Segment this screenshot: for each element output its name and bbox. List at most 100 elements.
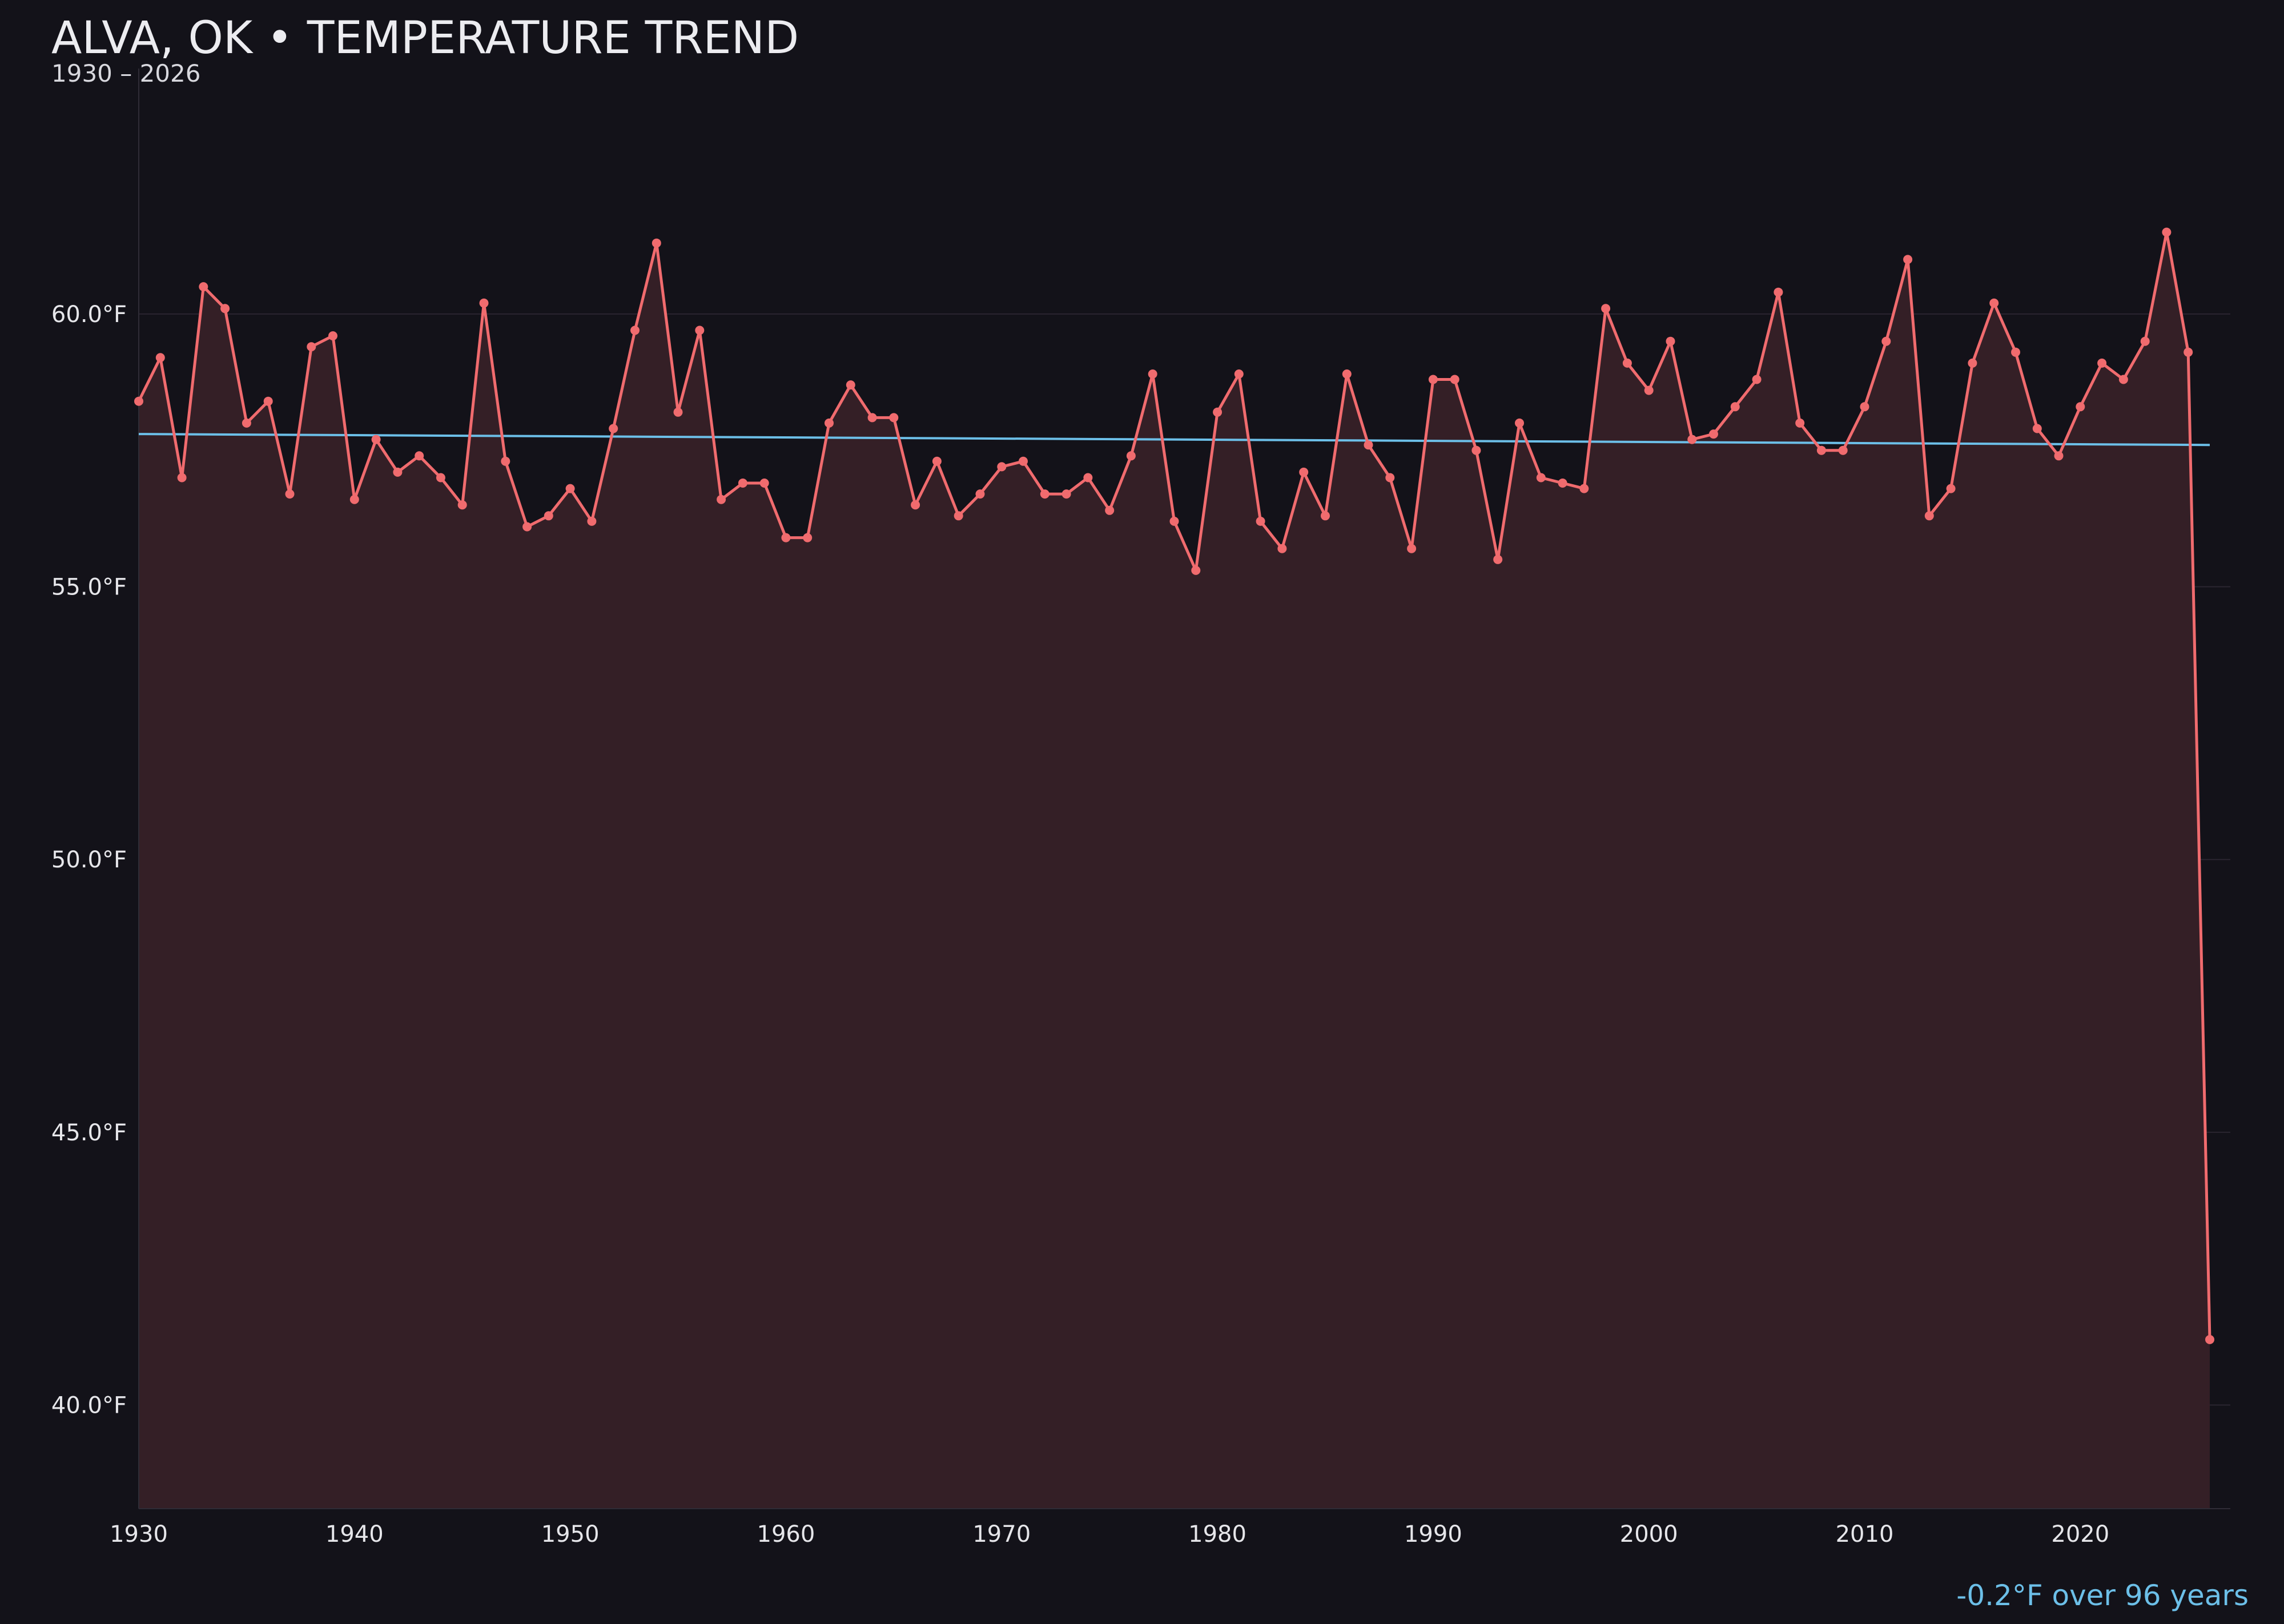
data-point xyxy=(695,325,705,335)
data-point xyxy=(1924,511,1934,521)
data-point xyxy=(1730,402,1740,412)
data-point xyxy=(2076,402,2085,412)
data-point xyxy=(1622,358,1632,368)
x-tick-label: 2020 xyxy=(2051,1521,2109,1547)
data-point xyxy=(415,451,424,461)
data-point xyxy=(673,407,683,417)
data-point xyxy=(1687,435,1697,444)
data-point xyxy=(759,479,769,488)
data-point xyxy=(1299,467,1309,477)
y-tick-label: 45.0°F xyxy=(51,1120,127,1146)
data-point xyxy=(1277,544,1287,553)
data-point xyxy=(565,484,575,493)
data-point xyxy=(1256,516,1265,526)
data-point xyxy=(2140,336,2150,346)
data-point xyxy=(501,456,510,466)
data-point xyxy=(1213,407,1223,417)
data-point xyxy=(479,298,489,308)
data-point xyxy=(349,495,359,504)
data-point xyxy=(846,380,855,390)
data-point xyxy=(1644,385,1654,395)
data-point xyxy=(1126,451,1136,461)
chart-subtitle: 1930 – 2026 xyxy=(51,59,201,87)
data-point xyxy=(1795,418,1805,428)
data-point xyxy=(285,489,295,499)
data-point xyxy=(328,331,337,341)
data-point xyxy=(717,495,726,504)
data-point xyxy=(371,435,381,444)
y-tick-label: 40.0°F xyxy=(51,1392,127,1418)
data-point xyxy=(220,304,230,313)
data-point xyxy=(932,456,942,466)
data-point xyxy=(1471,445,1481,455)
y-tick-labels: 40.0°F 45.0°F 50.0°F 55.0°F 60.0°F xyxy=(51,302,127,1419)
data-point xyxy=(1838,445,1848,455)
data-point xyxy=(1515,418,1524,428)
data-point xyxy=(997,462,1007,472)
data-point xyxy=(2054,451,2064,461)
data-point xyxy=(307,342,316,352)
data-point xyxy=(1558,479,1567,488)
data-point xyxy=(1903,255,1913,264)
data-point xyxy=(2205,1334,2214,1344)
data-point xyxy=(1040,489,1049,499)
data-point xyxy=(1450,375,1459,384)
data-point xyxy=(134,396,143,406)
data-point xyxy=(1061,489,1071,499)
x-tick-labels: 1930 1940 1950 1960 1970 1980 1990 2000 2010 2020 xyxy=(110,1521,2109,1547)
data-point xyxy=(1579,484,1589,493)
data-point xyxy=(1342,369,1352,379)
data-point xyxy=(1968,358,1977,368)
data-point xyxy=(867,413,877,423)
data-point xyxy=(1493,554,1503,564)
data-point xyxy=(2118,375,2128,384)
data-point xyxy=(954,511,963,521)
data-point xyxy=(1881,336,1891,346)
data-point xyxy=(1364,440,1373,450)
data-point xyxy=(825,418,834,428)
chart-title: ALVA, OK • TEMPERATURE TREND xyxy=(51,13,799,64)
data-point xyxy=(975,489,985,499)
x-tick-label: 1980 xyxy=(1188,1521,1246,1547)
x-tick-label: 2010 xyxy=(1836,1521,1894,1547)
data-point xyxy=(393,467,403,477)
data-point xyxy=(1321,511,1330,521)
data-point xyxy=(2097,358,2107,368)
data-point xyxy=(1709,429,1718,439)
trend-line xyxy=(138,433,2210,447)
data-point xyxy=(1601,304,1611,313)
x-tick-label: 1960 xyxy=(757,1521,815,1547)
data-point xyxy=(889,413,899,423)
x-tick-label: 2000 xyxy=(1620,1521,1678,1547)
data-point xyxy=(1774,287,1783,297)
data-point xyxy=(803,533,813,542)
data-point xyxy=(1407,544,1417,553)
data-point xyxy=(1752,375,1762,384)
data-point xyxy=(242,418,251,428)
data-point xyxy=(1083,473,1093,483)
data-point xyxy=(263,396,273,406)
y-tick-label: 55.0°F xyxy=(51,574,127,601)
x-tick-label: 1990 xyxy=(1404,1521,1462,1547)
x-tick-label: 1940 xyxy=(325,1521,384,1547)
data-point xyxy=(199,282,208,292)
data-point xyxy=(457,500,467,510)
data-point xyxy=(1169,516,1179,526)
data-point xyxy=(630,325,640,335)
data-point xyxy=(544,511,553,521)
data-point xyxy=(1105,505,1115,515)
data-point xyxy=(155,353,165,363)
trend-summary: -0.2°F over 96 years xyxy=(1956,1579,2249,1612)
data-point xyxy=(652,238,661,248)
temperature-points xyxy=(134,227,2214,1344)
data-point xyxy=(2032,424,2042,433)
data-point xyxy=(781,533,791,542)
y-tick-label: 50.0°F xyxy=(51,847,127,873)
data-point xyxy=(436,473,445,483)
data-point xyxy=(1536,473,1546,483)
data-point xyxy=(1385,473,1395,483)
data-point xyxy=(609,424,618,433)
data-point xyxy=(738,479,747,488)
data-point xyxy=(1946,484,1956,493)
